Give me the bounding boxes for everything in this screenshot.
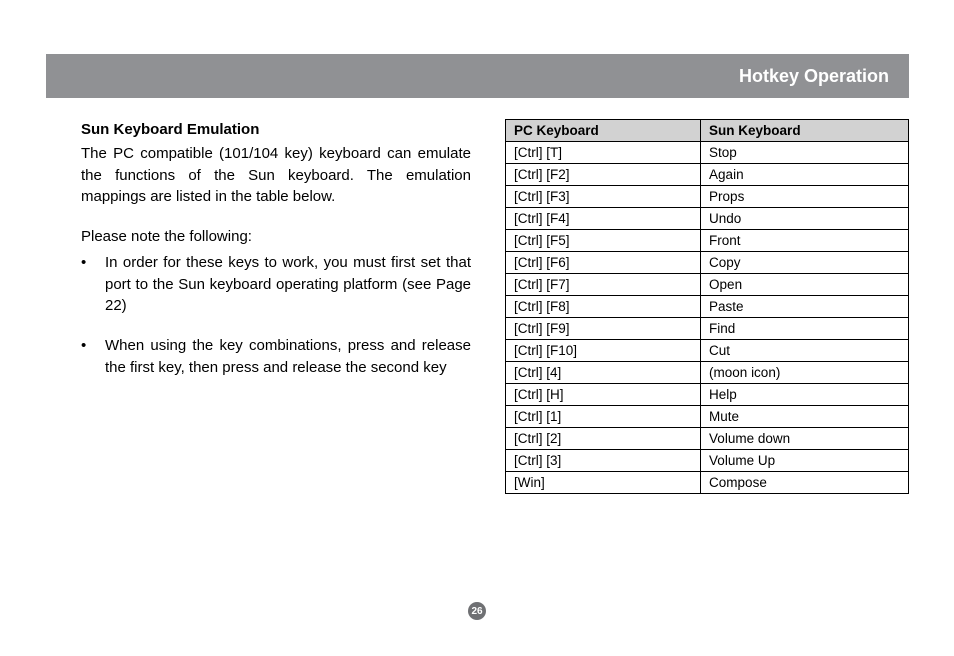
cell-pc: [Ctrl] [1]	[506, 406, 701, 428]
table-row: [Ctrl] [F8]Paste	[506, 296, 909, 318]
table-row: [Ctrl] [4](moon icon)	[506, 362, 909, 384]
cell-sun: Again	[701, 164, 909, 186]
cell-sun: Stop	[701, 142, 909, 164]
cell-sun: Copy	[701, 252, 909, 274]
cell-pc: [Win]	[506, 472, 701, 494]
cell-sun: (moon icon)	[701, 362, 909, 384]
cell-pc: [Ctrl] [F2]	[506, 164, 701, 186]
table-row: [Win]Compose	[506, 472, 909, 494]
cell-pc: [Ctrl] [3]	[506, 450, 701, 472]
left-column: Sun Keyboard Emulation The PC compatible…	[81, 119, 471, 494]
bullet-text: When using the key combinations, press a…	[105, 335, 471, 379]
bullet-dot-icon: •	[81, 335, 105, 379]
cell-sun: Paste	[701, 296, 909, 318]
table-row: [Ctrl] [F3]Props	[506, 186, 909, 208]
table-row: [Ctrl] [F9]Find	[506, 318, 909, 340]
section-heading: Sun Keyboard Emulation	[81, 119, 471, 141]
cell-sun: Help	[701, 384, 909, 406]
table-row: [Ctrl] [3]Volume Up	[506, 450, 909, 472]
cell-sun: Open	[701, 274, 909, 296]
cell-sun: Cut	[701, 340, 909, 362]
intro-paragraph: The PC compatible (101/104 key) keyboard…	[81, 143, 471, 208]
cell-pc: [Ctrl] [F4]	[506, 208, 701, 230]
cell-pc: [Ctrl] [H]	[506, 384, 701, 406]
bullet-dot-icon: •	[81, 252, 105, 317]
table-header-sun: Sun Keyboard	[701, 120, 909, 142]
table-row: [Ctrl] [T]Stop	[506, 142, 909, 164]
cell-sun: Props	[701, 186, 909, 208]
table-row: [Ctrl] [2]Volume down	[506, 428, 909, 450]
page-number: 26	[471, 606, 482, 617]
bullet-text: In order for these keys to work, you mus…	[105, 252, 471, 317]
table-body: [Ctrl] [T]Stop [Ctrl] [F2]Again [Ctrl] […	[506, 142, 909, 494]
cell-pc: [Ctrl] [T]	[506, 142, 701, 164]
cell-pc: [Ctrl] [F3]	[506, 186, 701, 208]
table-row: [Ctrl] [F10]Cut	[506, 340, 909, 362]
right-column: PC Keyboard Sun Keyboard [Ctrl] [T]Stop …	[505, 119, 909, 494]
cell-sun: Mute	[701, 406, 909, 428]
cell-sun: Undo	[701, 208, 909, 230]
please-note-label: Please note the following:	[81, 226, 471, 248]
content-area: Sun Keyboard Emulation The PC compatible…	[81, 119, 909, 494]
cell-pc: [Ctrl] [F8]	[506, 296, 701, 318]
cell-pc: [Ctrl] [2]	[506, 428, 701, 450]
page-number-badge: 26	[468, 602, 486, 620]
cell-pc: [Ctrl] [F9]	[506, 318, 701, 340]
bullet-item: • When using the key combinations, press…	[81, 335, 471, 379]
header-bar: Hotkey Operation	[46, 54, 909, 98]
cell-pc: [Ctrl] [F5]	[506, 230, 701, 252]
cell-sun: Compose	[701, 472, 909, 494]
table-row: [Ctrl] [H]Help	[506, 384, 909, 406]
cell-sun: Volume Up	[701, 450, 909, 472]
cell-pc: [Ctrl] [F7]	[506, 274, 701, 296]
mapping-table: PC Keyboard Sun Keyboard [Ctrl] [T]Stop …	[505, 119, 909, 494]
table-header-pc: PC Keyboard	[506, 120, 701, 142]
bullet-item: • In order for these keys to work, you m…	[81, 252, 471, 317]
bullet-list: • In order for these keys to work, you m…	[81, 252, 471, 379]
cell-pc: [Ctrl] [F10]	[506, 340, 701, 362]
table-row: [Ctrl] [F4]Undo	[506, 208, 909, 230]
table-row: [Ctrl] [F2]Again	[506, 164, 909, 186]
cell-sun: Front	[701, 230, 909, 252]
table-row: [Ctrl] [F7]Open	[506, 274, 909, 296]
table-header-row: PC Keyboard Sun Keyboard	[506, 120, 909, 142]
header-title: Hotkey Operation	[739, 66, 889, 87]
cell-sun: Find	[701, 318, 909, 340]
cell-pc: [Ctrl] [F6]	[506, 252, 701, 274]
cell-pc: [Ctrl] [4]	[506, 362, 701, 384]
cell-sun: Volume down	[701, 428, 909, 450]
table-row: [Ctrl] [F5]Front	[506, 230, 909, 252]
table-row: [Ctrl] [1]Mute	[506, 406, 909, 428]
table-row: [Ctrl] [F6]Copy	[506, 252, 909, 274]
